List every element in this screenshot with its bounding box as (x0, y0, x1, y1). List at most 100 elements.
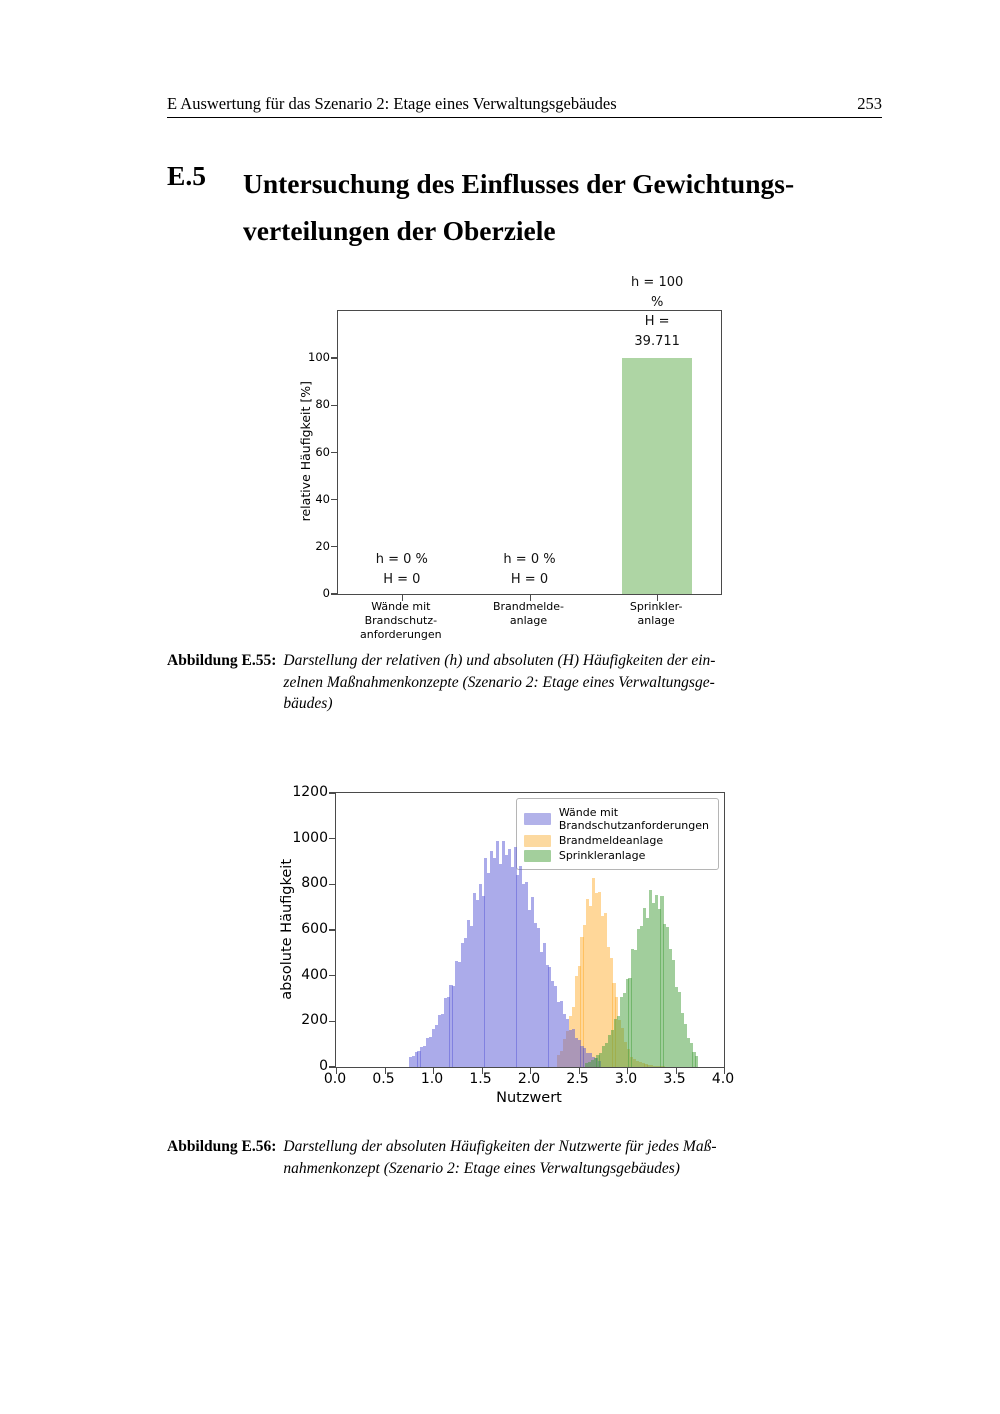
histogram-bar (680, 1013, 684, 1067)
y-tick-mark (329, 1020, 335, 1022)
x-tick-mark (724, 1068, 726, 1074)
histogram-bar (484, 858, 488, 1067)
histogram-bar (498, 863, 503, 1067)
histogram-bar (683, 1024, 687, 1067)
caption1-line3: bäudes) (283, 695, 333, 712)
y-tick-mark (329, 1066, 335, 1068)
caption2-line2: nahmenkonzept (Szenario 2: Etage eines V… (283, 1159, 680, 1177)
histogram-bar (577, 966, 581, 1067)
histogram-bar (654, 895, 658, 1067)
histogram-bar (600, 916, 604, 1067)
histogram-bar (461, 942, 465, 1067)
x-tick-label: 2.5 (566, 1071, 589, 1087)
legend-item-label: Wände mit Brandschutzanforderungen (558, 806, 709, 832)
histogram-bar (634, 950, 638, 1067)
x-tick-label: 1.0 (420, 1071, 444, 1087)
legend-color-swatch (523, 834, 551, 847)
histogram-bar (597, 891, 601, 1067)
histogram-bar (414, 1052, 418, 1067)
histogram-bar (577, 1040, 581, 1067)
y-tick-mark (331, 404, 337, 406)
x-tick-mark (481, 1068, 483, 1074)
y-tick-label: 400 (301, 966, 328, 983)
histogram-bar (586, 898, 590, 1067)
histogram-bar (562, 1014, 567, 1067)
histogram-bar (602, 1046, 606, 1067)
y-tick-mark (329, 792, 335, 794)
fig1-x-category-labels: Wände mit Brandschutz- anforderungen Bran… (337, 600, 720, 642)
histogram-bar (525, 881, 529, 1067)
histogram-bar (675, 986, 679, 1067)
x-tick-mark (657, 595, 659, 601)
histogram-bar (429, 1036, 433, 1067)
histogram-bar (487, 873, 491, 1067)
x-tick-label: 2.0 (517, 1071, 541, 1087)
histogram-bar (669, 949, 673, 1067)
histogram-bar (557, 1001, 561, 1067)
histogram-bar (504, 855, 508, 1067)
legend-item-label: Sprinkleranlage (558, 849, 646, 862)
histogram-bar (501, 840, 505, 1067)
caption1-line2: zelnen Maßnahmenkonzepte (Szenario 2: Et… (283, 673, 715, 691)
histogram-bar (580, 1045, 584, 1067)
fig2-x-axis-label: Nutzwert (496, 1090, 562, 1106)
bar-annotation: h = 0 % H = 0 (375, 552, 428, 587)
histogram-bar (490, 851, 494, 1067)
legend-color-swatch (523, 849, 551, 862)
histogram-bar (596, 1054, 600, 1067)
y-tick-mark (329, 837, 335, 840)
x-category-label: Brandmelde- anlage (492, 600, 565, 627)
caption2-line1: Darstellung der absoluten Häufigkeiten d… (283, 1138, 717, 1155)
histogram-bar (434, 1024, 438, 1067)
figure2-caption-text: Darstellung der absoluten Häufigkeiten d… (283, 1136, 716, 1179)
running-header: E Auswertung für das Szenario 2: Etage e… (167, 94, 882, 114)
histogram-bar (586, 1052, 590, 1067)
histogram-bar (590, 1059, 594, 1067)
histogram-bar (660, 896, 664, 1067)
histogram-bar (560, 1001, 564, 1067)
y-tick-label: 40 (315, 491, 330, 506)
histogram-bar (610, 1029, 615, 1067)
x-tick-mark (627, 1068, 629, 1074)
histogram-bar (551, 981, 555, 1067)
histogram-legend: Wände mit Brandschutzanforderungen Brandm… (515, 798, 719, 870)
histogram-bar (587, 1062, 591, 1067)
histogram-bar (469, 925, 473, 1067)
histogram-bar (686, 1038, 690, 1067)
y-tick-mark (331, 451, 337, 453)
histogram-bar (452, 985, 456, 1067)
histogram-bar (539, 952, 543, 1067)
x-tick-mark (530, 1068, 532, 1074)
histogram-bar (628, 977, 632, 1067)
histogram-bar (574, 975, 578, 1067)
legend-item: Brandmeldeanlage (523, 834, 709, 847)
page-number: 253 (857, 94, 882, 113)
x-tick-mark (433, 1068, 435, 1074)
histogram-bar (580, 936, 584, 1067)
histogram-bar (692, 1051, 696, 1067)
legend-item-label: Brandmeldeanlage (558, 834, 664, 847)
histogram-bar (440, 1014, 444, 1067)
y-tick-label: 20 (315, 538, 330, 553)
histogram-bar (574, 1038, 578, 1067)
header-title: E Auswertung für das Szenario 2: Etage e… (167, 94, 617, 113)
histogram-bar (528, 910, 532, 1067)
legend-item: Sprinkleranlage (523, 849, 709, 862)
histogram-bar (516, 875, 520, 1067)
x-tick-label: 1.5 (469, 1071, 492, 1087)
x-tick-mark (578, 1068, 580, 1074)
histogram-bar (695, 1055, 699, 1067)
histogram-bar (599, 1053, 603, 1067)
figure2-caption: Abbildung E.56: Darstellung der absolute… (167, 1136, 897, 1179)
histogram-bar (472, 893, 476, 1067)
y-tick-label: 600 (301, 921, 328, 937)
histogram-bar (592, 877, 596, 1067)
y-tick-mark (329, 929, 335, 931)
histogram-bar (568, 1030, 572, 1067)
figure1-caption-label: Abbildung E.55: (167, 652, 277, 669)
histogram-bar (545, 965, 549, 1067)
histogram-bar (583, 924, 587, 1067)
histogram-bar (493, 857, 497, 1067)
bar-sprinkleranlage (622, 358, 693, 594)
